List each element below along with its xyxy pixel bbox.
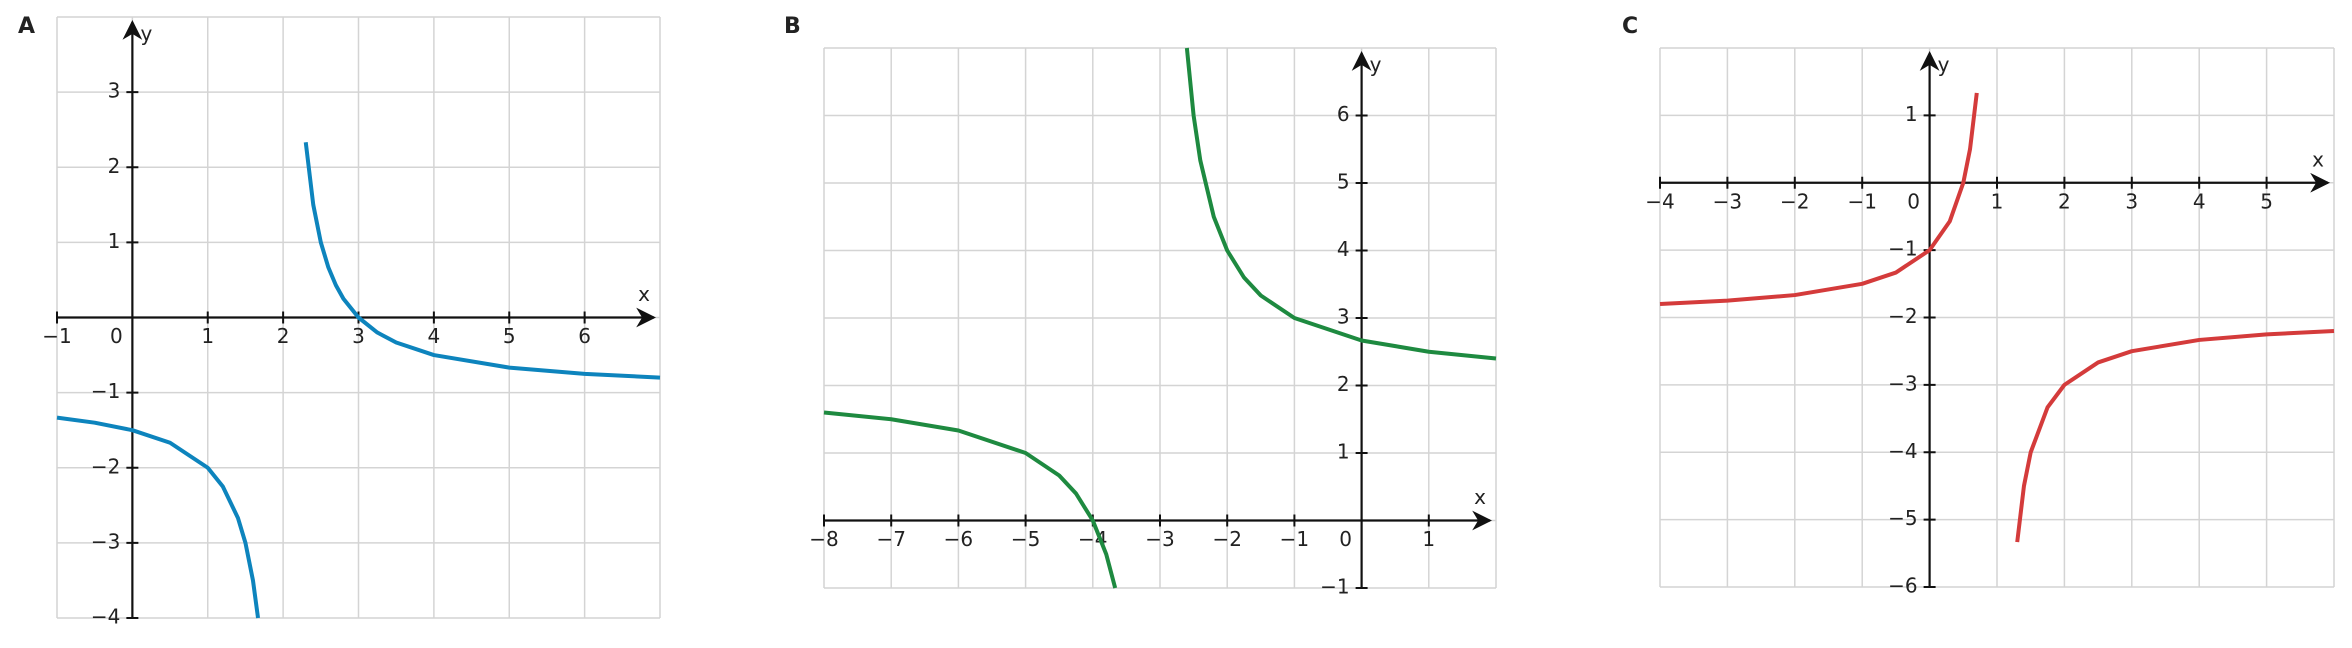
x-axis-label: x (1474, 485, 1486, 509)
x-tick-label: 4 (2193, 189, 2206, 213)
y-tick-label: 3 (108, 79, 121, 103)
y-tick-label: −3 (91, 529, 120, 553)
y-axis-label: y (1938, 53, 1950, 77)
y-tick-label: 4 (1337, 237, 1350, 261)
y-tick-label: 3 (1337, 305, 1350, 329)
x-tick-label: −3 (1145, 527, 1174, 551)
x-tick-label: 0 (110, 324, 123, 348)
y-tick-label: 6 (1337, 102, 1350, 126)
x-tick-label: −1 (1847, 189, 1876, 213)
x-tick-label: −1 (1280, 527, 1309, 551)
x-tick-label: 2 (277, 324, 290, 348)
y-tick-label: −6 (1888, 574, 1917, 598)
x-tick-label: −5 (1011, 527, 1040, 551)
x-tick-label: 3 (352, 324, 365, 348)
x-tick-label: −8 (809, 527, 838, 551)
y-tick-label: −5 (1888, 506, 1917, 530)
curve (823, 47, 1497, 589)
y-tick-label: 2 (1337, 372, 1350, 396)
y-tick-label: −2 (91, 454, 120, 478)
x-tick-label: 1 (1422, 527, 1435, 551)
x-tick-label: 5 (2260, 189, 2273, 213)
y-tick-label: −1 (91, 379, 120, 403)
x-axis-label: x (638, 282, 650, 306)
x-tick-label: −1 (42, 324, 71, 348)
x-tick-label: 0 (1907, 189, 1920, 213)
x-tick-label: 0 (1339, 527, 1352, 551)
x-tick-label: −2 (1212, 527, 1241, 551)
panel-label: A (18, 14, 35, 39)
x-tick-label: −6 (944, 527, 973, 551)
x-tick-label: 3 (2125, 189, 2138, 213)
panel-label: B (784, 14, 801, 39)
x-tick-label: −2 (1780, 189, 1809, 213)
y-tick-label: 5 (1337, 170, 1350, 194)
x-tick-label: 2 (2058, 189, 2071, 213)
curve (56, 141, 661, 619)
y-tick-label: −1 (1888, 237, 1917, 261)
x-tick-label: −3 (1713, 189, 1742, 213)
y-tick-label: 1 (1337, 440, 1350, 464)
y-tick-label: −3 (1888, 371, 1917, 395)
y-axis-label: y (140, 22, 152, 46)
y-axis-label: y (1370, 53, 1382, 77)
x-tick-label: 1 (1991, 189, 2004, 213)
x-tick-label: 6 (578, 324, 591, 348)
x-tick-label: 4 (428, 324, 441, 348)
y-tick-label: 1 (1905, 102, 1918, 126)
curve (1659, 92, 2335, 543)
y-tick-label: −2 (1888, 304, 1917, 328)
x-tick-label: −7 (876, 527, 905, 551)
y-tick-label: −1 (1320, 575, 1349, 599)
y-tick-label: 1 (108, 229, 121, 253)
y-tick-label: −4 (91, 605, 120, 629)
x-axis-label: x (2312, 147, 2324, 171)
y-tick-label: −4 (1888, 439, 1917, 463)
y-tick-label: 2 (108, 154, 121, 178)
panel-label: C (1622, 14, 1638, 39)
x-tick-label: 5 (503, 324, 516, 348)
x-tick-label: −4 (1645, 189, 1674, 213)
x-tick-label: 1 (201, 324, 214, 348)
